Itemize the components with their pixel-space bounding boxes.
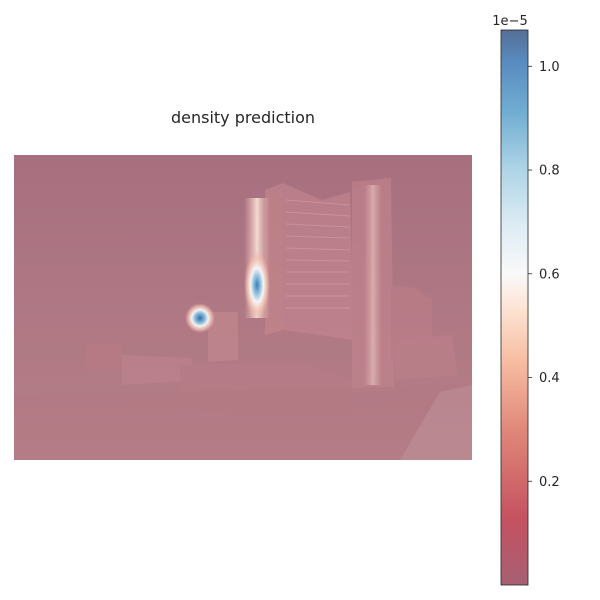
colorbar-gradient xyxy=(501,30,528,585)
colorbar-tick-label: 1.0 xyxy=(539,60,560,75)
tower-stripes xyxy=(285,199,351,309)
hotspot-tower xyxy=(244,251,270,319)
right-tower-glow xyxy=(364,185,382,385)
colorbar-tick-label: 0.6 xyxy=(539,267,560,282)
colorbar-frame xyxy=(500,29,529,586)
colorbar: 0.2 0.4 0.6 0.8 1.0 1e−5 xyxy=(492,14,560,586)
scene-buildings xyxy=(14,178,472,460)
chart-title: density prediction xyxy=(171,108,315,127)
heatmap-image xyxy=(14,155,472,460)
hotspot-small xyxy=(185,303,215,333)
colorbar-ticks: 0.2 0.4 0.6 0.8 1.0 xyxy=(528,60,560,490)
colorbar-tick-label: 0.2 xyxy=(539,475,560,490)
colorbar-tick-label: 0.4 xyxy=(539,371,560,386)
colorbar-tick-label: 0.8 xyxy=(539,164,560,179)
colorbar-offset-text: 1e−5 xyxy=(492,14,527,29)
